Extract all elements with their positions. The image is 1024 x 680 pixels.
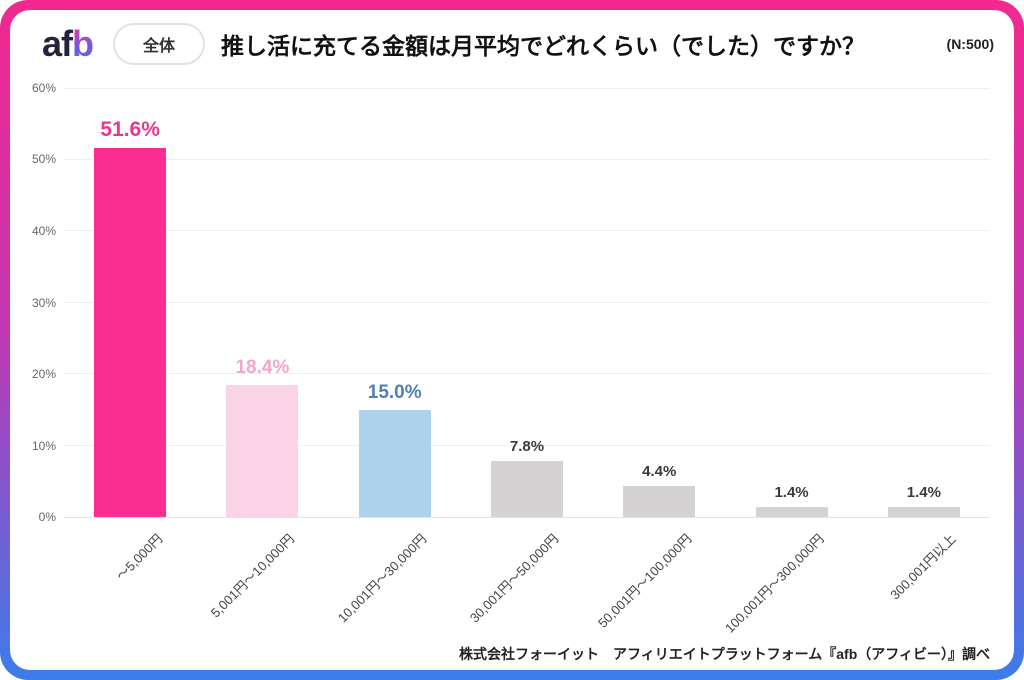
- header: afb 全体 推し活に充てる金額は月平均でどれくらい（でした）ですか？ (N:5…: [42, 23, 994, 65]
- bar: [226, 385, 299, 517]
- y-tick-label: 50%: [31, 152, 56, 167]
- grid-line: [64, 302, 990, 303]
- y-tick-label: 40%: [31, 223, 56, 238]
- bar-value-label: 4.4%: [642, 462, 677, 480]
- afb-logo: afb: [42, 23, 94, 64]
- bar-value-label: 51.6%: [100, 118, 160, 142]
- grid-line: [64, 230, 990, 232]
- logo-text-af: af: [42, 23, 73, 64]
- bar-value-label: 18.4%: [235, 357, 290, 379]
- bar-value-label: 1.4%: [774, 484, 809, 501]
- survey-scope-badge: 全体: [113, 23, 206, 65]
- bar-value-label: 7.8%: [509, 438, 545, 456]
- y-tick-label: 60%: [31, 81, 56, 95]
- grid-line: [64, 445, 990, 446]
- grid-line: [64, 373, 990, 375]
- y-tick-label: 20%: [31, 366, 56, 381]
- sample-size-label: (N:500): [946, 36, 994, 52]
- source-credit: 株式会社フォーイット アフィリエイトプラットフォーム『afb（アフィビー）』調べ: [458, 646, 990, 662]
- y-tick-label: 0%: [38, 510, 56, 524]
- logo-text-b: b: [72, 23, 94, 64]
- y-tick-label: 10%: [31, 438, 56, 453]
- bar: [94, 148, 167, 517]
- bar: [755, 507, 828, 517]
- bar: [623, 485, 696, 517]
- grid-line: [64, 516, 990, 518]
- y-tick-label: 30%: [31, 295, 56, 310]
- grid-line: [64, 87, 990, 89]
- bar-value-label: 15.0%: [367, 381, 422, 403]
- bar: [887, 507, 960, 517]
- plot-area: 0% 10% 20% 30% 40% 50% 60% 51.6% ～5,000円 18.4% 5,0…: [32, 81, 990, 636]
- bar-value-label: 1.4%: [906, 484, 941, 501]
- chart-card: [10, 10, 1014, 670]
- bar: [491, 461, 563, 517]
- page-title: 推し活に充てる金額は月平均でどれくらい（でした）ですか？: [221, 33, 866, 59]
- grid-line: [64, 158, 990, 160]
- bar: [358, 409, 431, 517]
